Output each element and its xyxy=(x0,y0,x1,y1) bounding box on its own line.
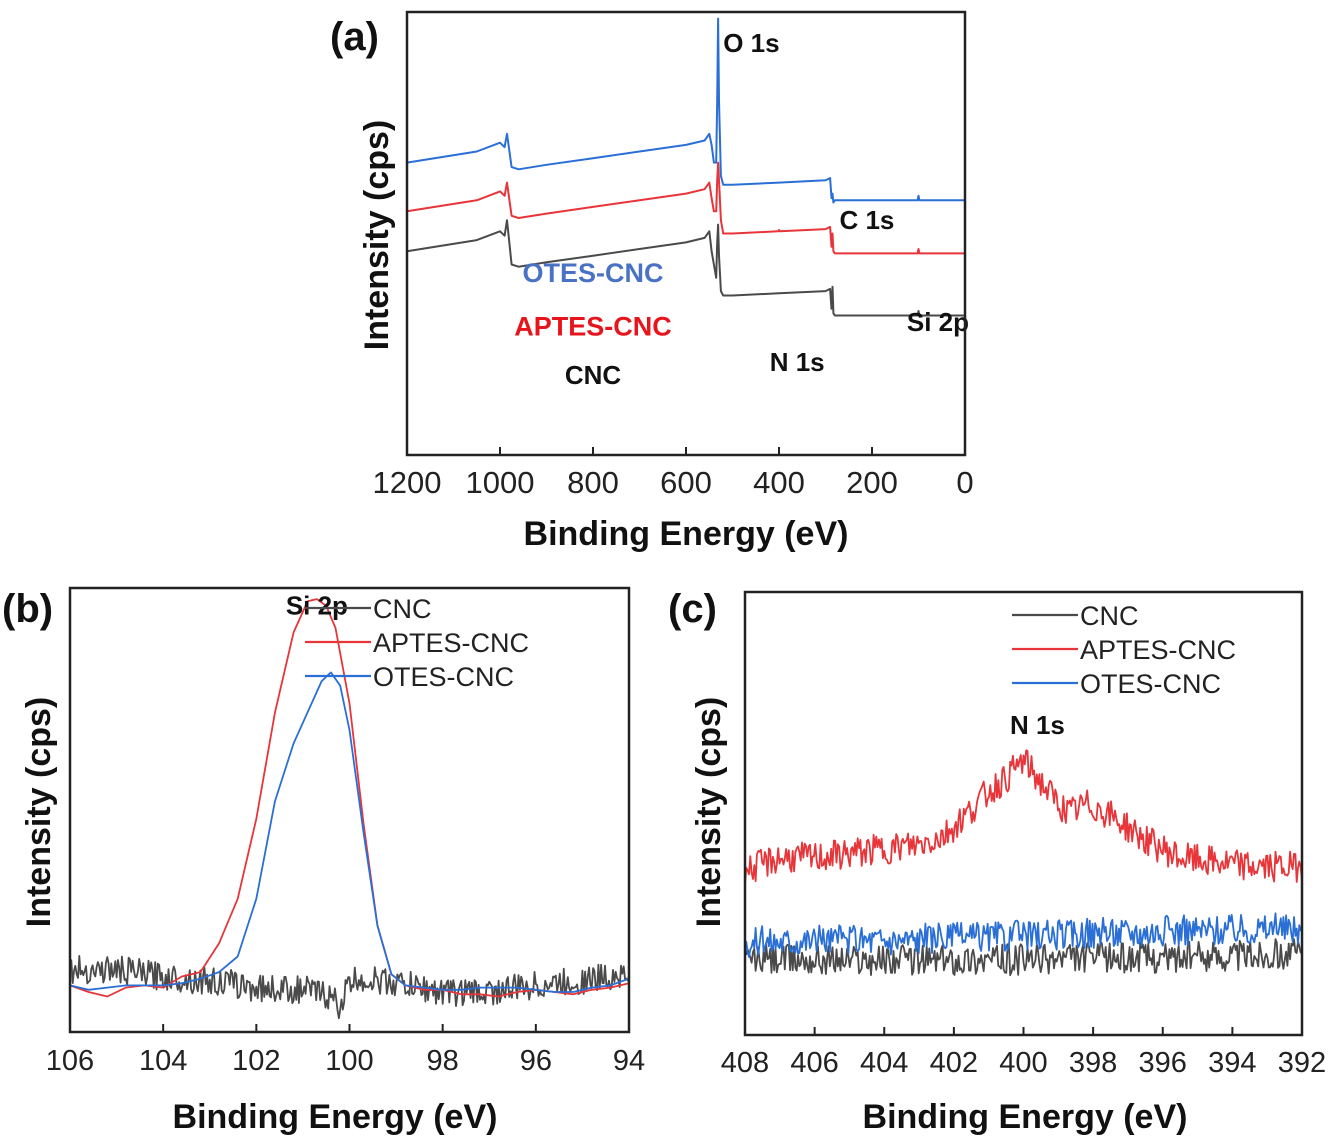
x-tick-label: 396 xyxy=(1139,1047,1187,1079)
annotation-otes-cnc: OTES-CNC xyxy=(523,258,664,288)
panel-c-x-axis-title: Binding Energy (eV) xyxy=(863,1098,1188,1136)
series-line-cnc xyxy=(406,219,965,317)
annotation-n-1s: N 1s xyxy=(1010,710,1065,740)
panel-a-series-group xyxy=(406,17,965,317)
annotation-si-2p: Si 2p xyxy=(286,591,348,621)
annotation-cnc: CNC xyxy=(565,360,622,390)
legend-label-otes-cnc: OTES-CNC xyxy=(373,662,514,692)
annotation-c-1s: C 1s xyxy=(839,205,894,235)
panel-c-x-ticks: 408 406 404 402 400 398 396 394 392 xyxy=(721,1027,1326,1079)
annotation-o-1s: O 1s xyxy=(723,28,779,58)
x-tick-label: 200 xyxy=(846,465,898,500)
x-tick-label: 0 xyxy=(956,465,973,500)
legend-label-aptes-cnc: APTES-CNC xyxy=(373,628,529,658)
panel-a-x-ticks: 1200 1000 800 600 400 200 0 xyxy=(373,447,974,500)
panel-c-y-axis-title: Intensity (cps) xyxy=(690,697,728,927)
series-line-otes-cnc xyxy=(744,912,1303,958)
x-tick-label: 106 xyxy=(46,1045,94,1077)
x-tick-label: 394 xyxy=(1208,1047,1256,1079)
x-tick-label: 104 xyxy=(139,1045,187,1077)
annotation-si-2p: Si 2p xyxy=(907,307,969,337)
legend-label-cnc: CNC xyxy=(373,594,432,624)
panel-a-y-axis-title: Intensity (cps) xyxy=(358,120,396,350)
series-line-aptes-cnc xyxy=(744,749,1303,885)
panel-a-survey-spectrum: (a) O 1s C 1s Si 2p N 1s OTES-CNC APTES-CNC CN… xyxy=(330,10,974,553)
legend-label-cnc: CNC xyxy=(1080,601,1139,631)
x-tick-label: 800 xyxy=(567,465,619,500)
x-tick-label: 1000 xyxy=(466,465,535,500)
annotation-aptes-cnc: APTES-CNC xyxy=(514,311,672,341)
x-tick-label: 94 xyxy=(613,1045,645,1077)
x-tick-label: 1200 xyxy=(373,465,442,500)
panel-b-si2p-spectrum: (b) Si 2p CNC APTES-CNC OTES-CNC 106 104 102… xyxy=(2,586,645,1136)
annotation-n-1s: N 1s xyxy=(770,347,825,377)
x-tick-label: 98 xyxy=(427,1045,459,1077)
panel-b-plot-frame xyxy=(68,586,631,1034)
panel-c-label: (c) xyxy=(668,587,717,631)
legend-label-aptes-cnc: APTES-CNC xyxy=(1080,635,1236,665)
panel-a-label: (a) xyxy=(330,15,379,59)
series-line-otes-cnc xyxy=(406,17,965,204)
panel-c-legend: CNC APTES-CNC OTES-CNC xyxy=(1012,601,1236,699)
panel-b-label: (b) xyxy=(2,587,53,631)
series-line-aptes-cnc xyxy=(69,598,630,998)
x-tick-label: 96 xyxy=(520,1045,552,1077)
panel-b-x-ticks: 106 104 102 100 98 96 94 xyxy=(46,1024,645,1077)
panel-a-annotations: O 1s C 1s Si 2p N 1s OTES-CNC APTES-CNC CNC xyxy=(514,28,969,390)
series-line-cnc xyxy=(744,938,1303,977)
x-tick-label: 400 xyxy=(753,465,805,500)
x-tick-label: 400 xyxy=(999,1047,1047,1079)
x-tick-label: 100 xyxy=(325,1045,373,1077)
panel-b-annotations: Si 2p xyxy=(286,591,348,621)
x-tick-label: 392 xyxy=(1278,1047,1326,1079)
panel-b-series-group xyxy=(69,598,630,1020)
panel-b-y-axis-title: Intensity (cps) xyxy=(20,697,58,927)
x-tick-label: 406 xyxy=(790,1047,838,1079)
panel-b-x-axis-title: Binding Energy (eV) xyxy=(173,1098,498,1136)
panel-c-annotations: N 1s xyxy=(1010,710,1065,740)
series-line-otes-cnc xyxy=(69,671,630,993)
panel-b-legend: CNC APTES-CNC OTES-CNC xyxy=(305,594,529,692)
x-tick-label: 408 xyxy=(721,1047,769,1079)
x-tick-label: 102 xyxy=(232,1045,280,1077)
legend-label-otes-cnc: OTES-CNC xyxy=(1080,669,1221,699)
panel-a-x-axis-title: Binding Energy (eV) xyxy=(524,515,849,553)
x-tick-label: 600 xyxy=(660,465,712,500)
panel-c-series-group xyxy=(744,749,1303,977)
x-tick-label: 398 xyxy=(1069,1047,1117,1079)
x-tick-label: 404 xyxy=(860,1047,908,1079)
series-line-aptes-cnc xyxy=(406,161,965,255)
x-tick-label: 402 xyxy=(930,1047,978,1079)
